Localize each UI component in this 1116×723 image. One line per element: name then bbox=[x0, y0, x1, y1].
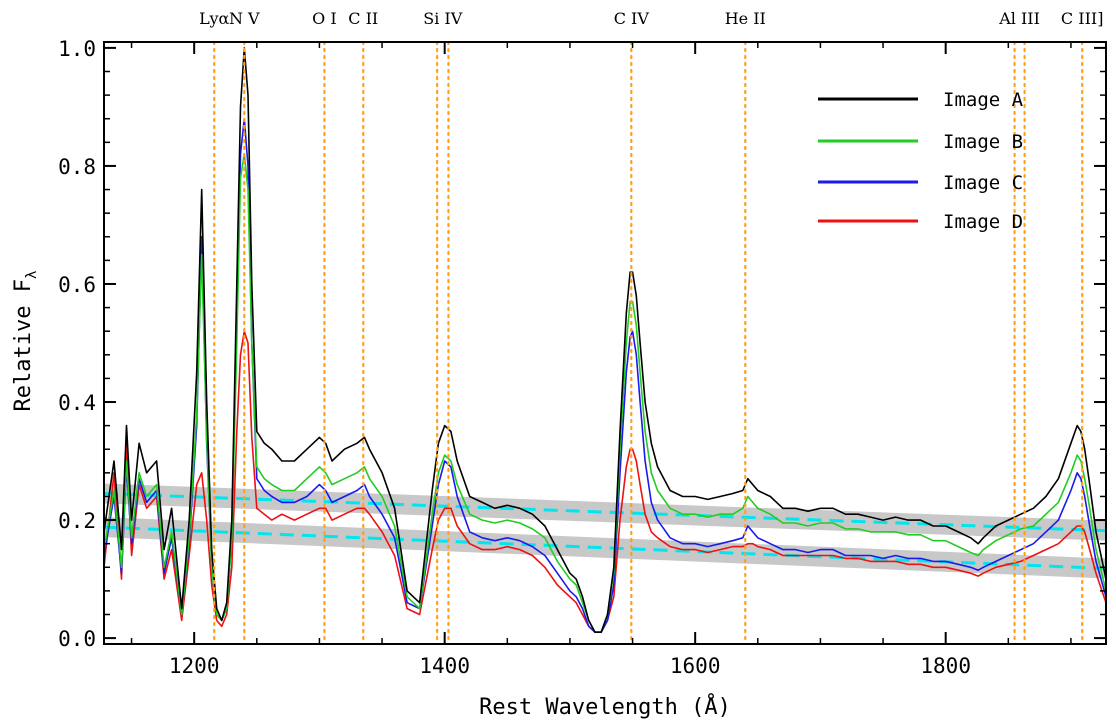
legend: Image A Image B Image C Image D bbox=[818, 89, 1024, 233]
y-tick-label-0.8: 0.8 bbox=[58, 155, 96, 179]
continuum-fit-line-1 bbox=[103, 492, 1107, 533]
y-axis-title: Relative Fλ bbox=[11, 271, 40, 412]
x-tick-label-1600: 1600 bbox=[670, 654, 721, 678]
emission-label-c-ii: C II bbox=[348, 9, 378, 28]
series-line-image-d bbox=[103, 330, 1107, 634]
emission-label-n-v: N V bbox=[229, 9, 260, 28]
y-tick-label-0.2: 0.2 bbox=[58, 509, 96, 533]
legend-label-image-d: Image D bbox=[943, 211, 1023, 233]
legend-label-image-a: Image A bbox=[943, 89, 1024, 111]
emission-label-he-ii: He II bbox=[725, 9, 766, 28]
x-axis-title: Rest Wavelength (Å) bbox=[479, 693, 731, 720]
plot-frame bbox=[103, 41, 1107, 645]
emission-label-o-i: O I bbox=[312, 9, 337, 28]
emission-label-al-iii: Al III bbox=[998, 9, 1040, 28]
spectra-series bbox=[103, 47, 1107, 634]
y-tick-label-0.4: 0.4 bbox=[58, 391, 96, 415]
legend-label-image-c: Image C bbox=[943, 172, 1023, 194]
emission-label-c-iv: C IV bbox=[614, 9, 650, 28]
emission-line-markers: Lyα N V O I C II Si IV C IV He II Al III C III] bbox=[199, 9, 1104, 646]
axes: 1200 1400 1600 1800 0.0 0.2 0.4 0.6 0.8 1.0 bbox=[58, 37, 1107, 678]
continuum-band-2 bbox=[104, 517, 1106, 579]
continuum-band-1 bbox=[104, 483, 1106, 541]
legend-label-image-b: Image B bbox=[943, 131, 1023, 153]
y-axis-title-main: Relative F bbox=[11, 279, 36, 411]
emission-label-lyα: Lyα bbox=[199, 9, 229, 28]
y-tick-label-1.0: 1.0 bbox=[58, 37, 96, 61]
emission-label-c-iii: C III] bbox=[1061, 9, 1104, 28]
continuum-fit-line-2 bbox=[103, 525, 1107, 570]
series-line-image-a bbox=[103, 47, 1107, 634]
x-tick-label-1800: 1800 bbox=[920, 654, 971, 678]
emission-label-si-iv: Si IV bbox=[423, 9, 462, 28]
x-tick-label-1200: 1200 bbox=[169, 654, 220, 678]
y-tick-label-0.6: 0.6 bbox=[58, 273, 96, 297]
x-tick-label-1400: 1400 bbox=[419, 654, 470, 678]
y-tick-label-0.0: 0.0 bbox=[58, 627, 96, 651]
continuum-bands bbox=[103, 483, 1107, 579]
series-line-image-b bbox=[103, 153, 1107, 634]
y-axis-title-subscript: λ bbox=[24, 271, 40, 279]
